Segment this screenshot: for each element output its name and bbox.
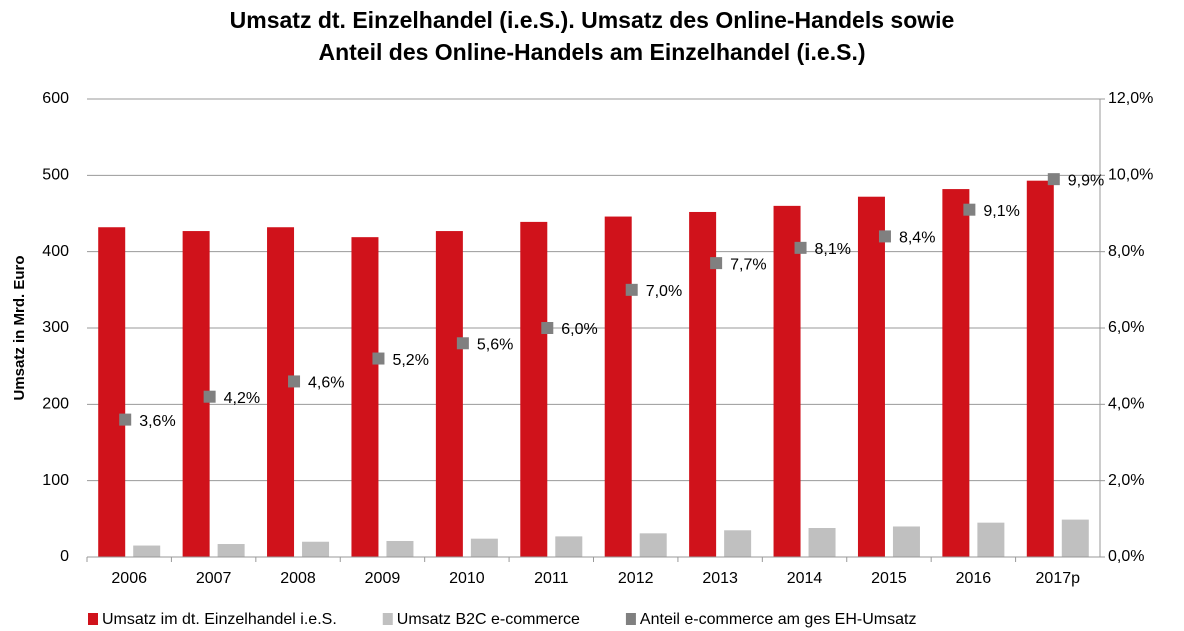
y-tick-label: 600 [42, 90, 69, 107]
y2-tick-label: 0,0% [1108, 548, 1144, 565]
bar [1026, 180, 1054, 557]
bar [808, 527, 836, 557]
y2-tick-label: 6,0% [1108, 319, 1144, 336]
bar [435, 231, 463, 557]
legend-label: Umsatz B2C e-commerce [397, 611, 580, 628]
y2-tick-label: 12,0% [1108, 90, 1153, 107]
bar [1061, 519, 1089, 557]
bar [977, 522, 1005, 557]
bar [386, 540, 414, 557]
bar [604, 216, 632, 557]
y2-tick-label: 8,0% [1108, 243, 1144, 260]
legend-swatch [88, 613, 98, 625]
x-tick-label: 2015 [871, 570, 907, 587]
x-tick-label: 2011 [534, 570, 569, 587]
legend-swatch [625, 613, 636, 625]
y2-tick-label: 10,0% [1108, 167, 1153, 184]
y-tick-label: 0 [60, 548, 69, 565]
data-label: 6,0% [561, 321, 597, 338]
x-tick-label: 2008 [280, 570, 316, 587]
marker [1047, 173, 1060, 186]
y-tick-label: 300 [42, 319, 69, 336]
marker [456, 337, 469, 350]
x-tick-label: 2017p [1036, 570, 1081, 587]
bar [520, 221, 548, 557]
marker [372, 352, 385, 365]
data-label: 7,7% [730, 256, 766, 273]
marker [203, 390, 216, 403]
data-label: 4,6% [308, 375, 344, 392]
bar [555, 536, 583, 557]
bar [724, 530, 752, 557]
y-axis-label: Umsatz in Mrd. Euro [11, 255, 28, 400]
x-tick-label: 2009 [365, 570, 401, 587]
marker [710, 257, 723, 270]
bar [351, 237, 379, 557]
y-tick-label: 200 [42, 396, 69, 413]
data-label: 9,9% [1068, 172, 1104, 189]
y-tick-label: 100 [42, 472, 69, 489]
bar [217, 544, 245, 557]
x-tick-label: 2012 [618, 570, 654, 587]
x-tick-label: 2013 [702, 570, 738, 587]
chart-title: Umsatz dt. Einzelhandel (i.e.S.). Umsatz… [230, 7, 955, 33]
x-tick-label: 2010 [449, 570, 485, 587]
marker [878, 230, 891, 243]
bar [267, 227, 295, 558]
x-tick-label: 2016 [956, 570, 992, 587]
bar [302, 541, 330, 557]
y2-tick-label: 2,0% [1108, 472, 1144, 489]
bar [639, 533, 667, 557]
bar [857, 196, 885, 557]
data-label: 5,2% [392, 352, 428, 369]
y-tick-label: 400 [42, 243, 69, 260]
data-label: 7,0% [646, 283, 682, 300]
y-tick-label: 500 [42, 167, 69, 184]
bar [892, 526, 920, 557]
bar [773, 205, 801, 557]
data-label: 3,6% [139, 413, 175, 430]
bar [470, 538, 498, 557]
data-label: 4,2% [224, 390, 260, 407]
legend-swatch [382, 613, 393, 625]
bar [689, 211, 717, 557]
data-label: 5,6% [477, 336, 513, 353]
marker [963, 203, 976, 216]
marker [119, 413, 132, 426]
x-tick-label: 2014 [787, 570, 823, 587]
legend-label: Umsatz im dt. Einzelhandel i.e.S. [102, 611, 337, 628]
y2-tick-label: 4,0% [1108, 396, 1144, 413]
bar [942, 189, 970, 557]
x-tick-label: 2006 [111, 570, 147, 587]
bar [98, 227, 126, 558]
legend-label: Anteil e-commerce am ges EH-Umsatz [640, 611, 917, 628]
bar [133, 545, 161, 557]
data-label: 8,1% [815, 241, 851, 258]
data-label: 8,4% [899, 230, 935, 247]
chart-title: Anteil des Online-Handels am Einzelhande… [318, 39, 865, 65]
marker [541, 322, 554, 334]
marker [625, 283, 638, 296]
marker [288, 375, 301, 388]
data-label: 9,1% [983, 203, 1019, 220]
marker [794, 241, 807, 254]
x-tick-label: 2007 [196, 570, 232, 587]
